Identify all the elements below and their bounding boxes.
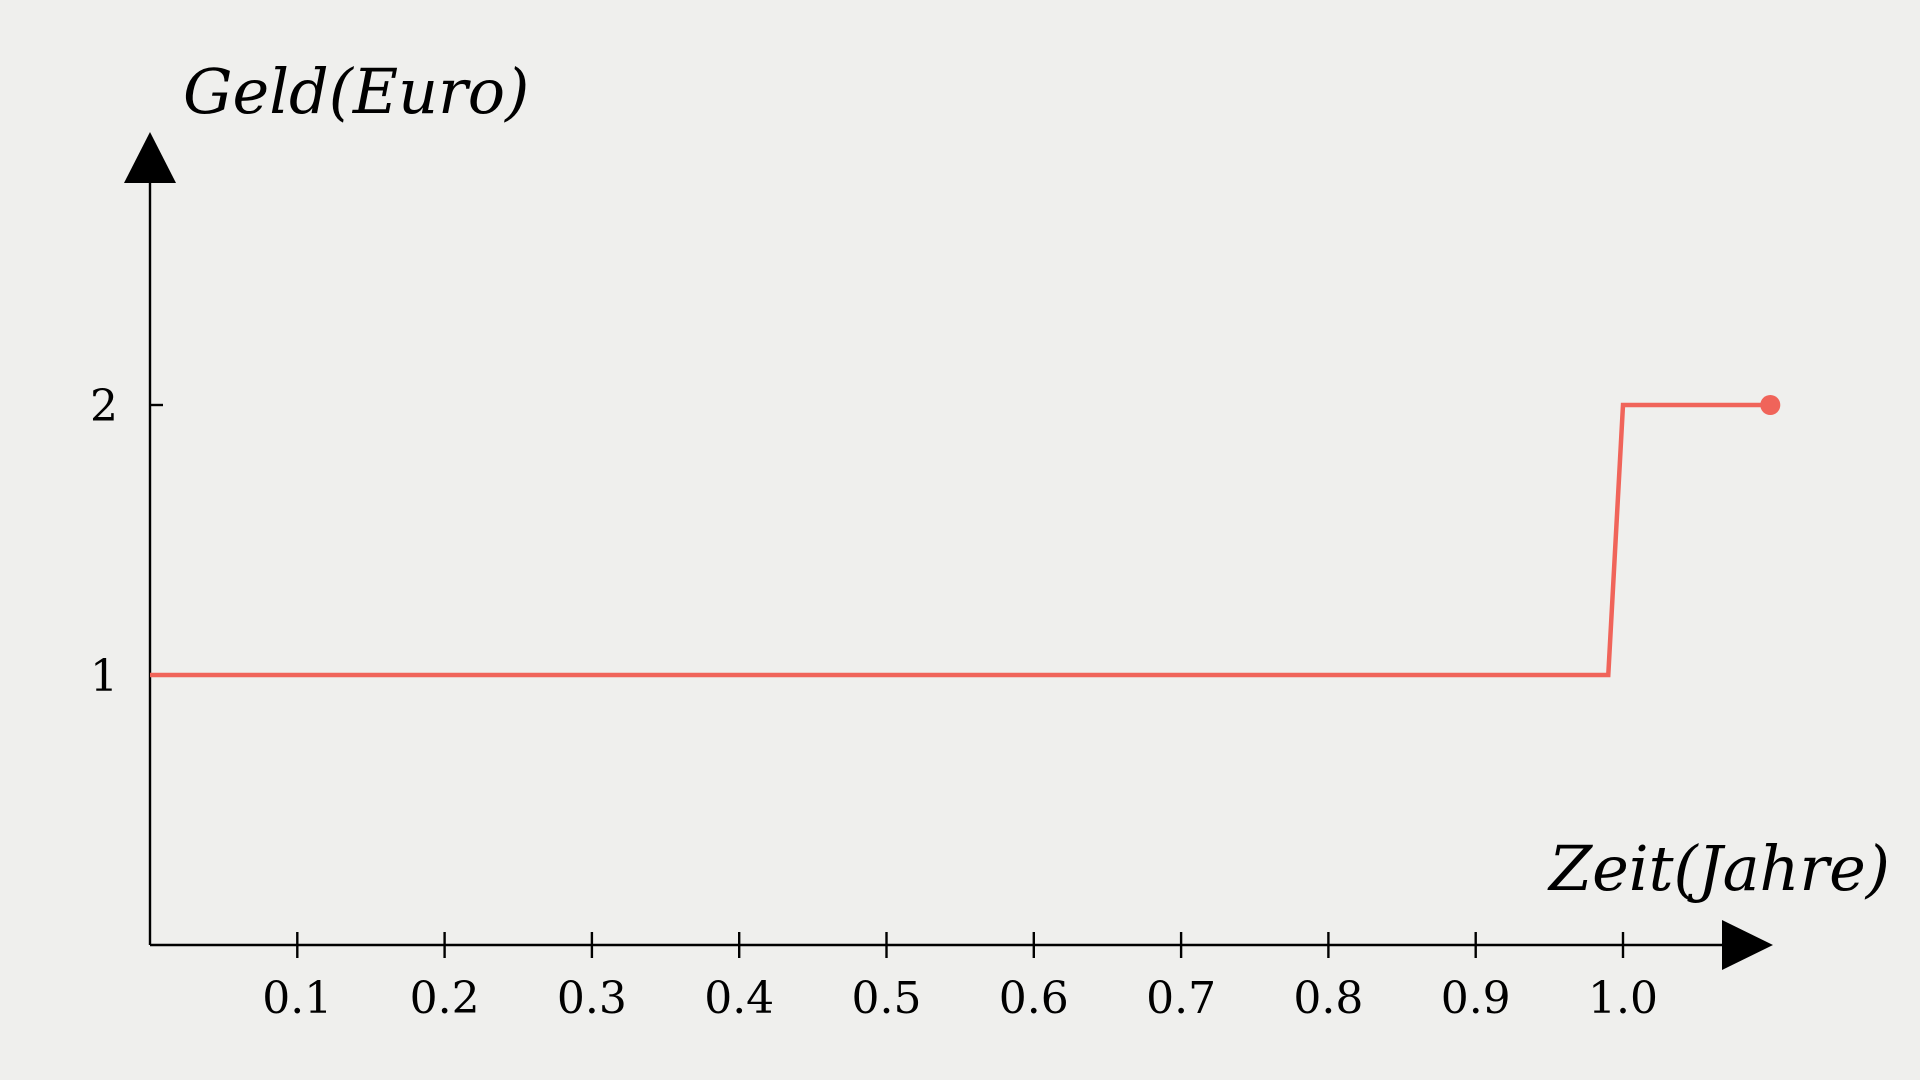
x-axis-arrow bbox=[1722, 920, 1773, 970]
series-end-point bbox=[1760, 395, 1781, 415]
y-axis-arrow bbox=[124, 132, 176, 183]
x-axis bbox=[150, 920, 1773, 970]
x-tick-label: 0.8 bbox=[1293, 973, 1363, 1024]
x-tick-label: 0.7 bbox=[1146, 973, 1216, 1024]
y-axis bbox=[124, 132, 176, 945]
x-tick-label: 0.5 bbox=[852, 973, 922, 1024]
series-group bbox=[150, 395, 1781, 678]
y-tick-label: 2 bbox=[90, 381, 118, 432]
x-ticks: 0.1 0.2 0.3 0.4 0.5 0.6 0.7 0.8 0.9 1.0 bbox=[262, 932, 1658, 1024]
x-tick-label: 0.4 bbox=[704, 973, 774, 1024]
x-tick-label: 0.2 bbox=[410, 973, 480, 1024]
x-tick-label: 0.9 bbox=[1441, 973, 1511, 1024]
y-ticks: 12 bbox=[90, 381, 163, 702]
x-axis-title: Zeit(Jahre) bbox=[1547, 832, 1890, 905]
x-tick-label: 0.3 bbox=[557, 973, 627, 1024]
series-line bbox=[150, 402, 1771, 678]
y-axis-title: Geld(Euro) bbox=[183, 55, 529, 128]
x-tick-label: 0.6 bbox=[999, 973, 1069, 1024]
y-tick-label: 1 bbox=[90, 651, 118, 702]
x-tick-label: 0.1 bbox=[262, 973, 332, 1024]
x-tick-label: 1.0 bbox=[1588, 973, 1658, 1024]
